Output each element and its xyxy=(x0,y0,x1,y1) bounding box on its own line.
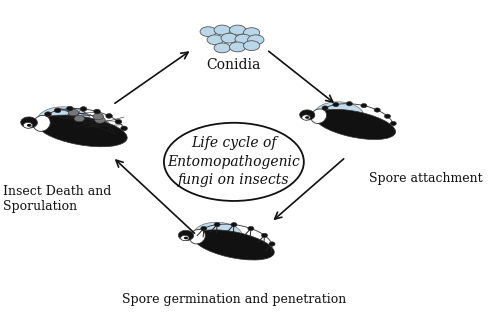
Text: Spore attachment: Spore attachment xyxy=(369,172,482,185)
Ellipse shape xyxy=(346,102,352,106)
Ellipse shape xyxy=(384,114,390,118)
Ellipse shape xyxy=(120,126,128,131)
Ellipse shape xyxy=(54,108,61,113)
Text: Life cycle of
Entomopathogenic
fungi on insects: Life cycle of Entomopathogenic fungi on … xyxy=(168,136,300,187)
Ellipse shape xyxy=(34,115,50,131)
Ellipse shape xyxy=(248,35,264,45)
Ellipse shape xyxy=(106,113,112,118)
Text: Spore germination and penetration: Spore germination and penetration xyxy=(122,293,346,306)
Ellipse shape xyxy=(300,110,315,120)
Ellipse shape xyxy=(37,107,92,136)
Ellipse shape xyxy=(184,237,188,239)
Ellipse shape xyxy=(214,25,230,35)
Ellipse shape xyxy=(115,119,122,124)
Ellipse shape xyxy=(262,233,268,237)
Text: Insect Death and
Sporulation: Insect Death and Sporulation xyxy=(3,185,112,213)
Ellipse shape xyxy=(244,41,260,50)
Ellipse shape xyxy=(94,109,100,114)
Ellipse shape xyxy=(68,109,78,116)
Ellipse shape xyxy=(244,28,260,38)
Ellipse shape xyxy=(164,123,304,201)
Ellipse shape xyxy=(93,113,104,120)
Ellipse shape xyxy=(66,106,73,111)
Ellipse shape xyxy=(314,109,396,140)
Ellipse shape xyxy=(302,115,310,120)
Text: Conidia: Conidia xyxy=(206,58,261,72)
Ellipse shape xyxy=(24,122,32,128)
Ellipse shape xyxy=(231,222,237,227)
Ellipse shape xyxy=(390,121,396,126)
Ellipse shape xyxy=(314,102,364,129)
Ellipse shape xyxy=(180,235,189,241)
Ellipse shape xyxy=(214,222,220,227)
Ellipse shape xyxy=(194,230,274,260)
Ellipse shape xyxy=(248,226,254,231)
Ellipse shape xyxy=(44,112,52,116)
Ellipse shape xyxy=(361,104,367,108)
Ellipse shape xyxy=(190,230,206,244)
Ellipse shape xyxy=(214,43,230,53)
Ellipse shape xyxy=(194,222,243,249)
Ellipse shape xyxy=(311,109,326,123)
Ellipse shape xyxy=(269,242,275,246)
Ellipse shape xyxy=(230,25,246,35)
Ellipse shape xyxy=(38,115,127,147)
Ellipse shape xyxy=(74,115,85,122)
Ellipse shape xyxy=(322,106,328,110)
Ellipse shape xyxy=(20,117,38,128)
Ellipse shape xyxy=(27,124,32,127)
Ellipse shape xyxy=(333,102,339,107)
Ellipse shape xyxy=(230,42,246,52)
Ellipse shape xyxy=(200,226,207,231)
Ellipse shape xyxy=(207,35,224,45)
Ellipse shape xyxy=(80,107,87,111)
Ellipse shape xyxy=(235,34,252,44)
Ellipse shape xyxy=(178,230,194,241)
Ellipse shape xyxy=(94,117,105,123)
Ellipse shape xyxy=(200,27,216,37)
Ellipse shape xyxy=(305,116,310,119)
Ellipse shape xyxy=(374,108,380,112)
Ellipse shape xyxy=(221,33,238,43)
